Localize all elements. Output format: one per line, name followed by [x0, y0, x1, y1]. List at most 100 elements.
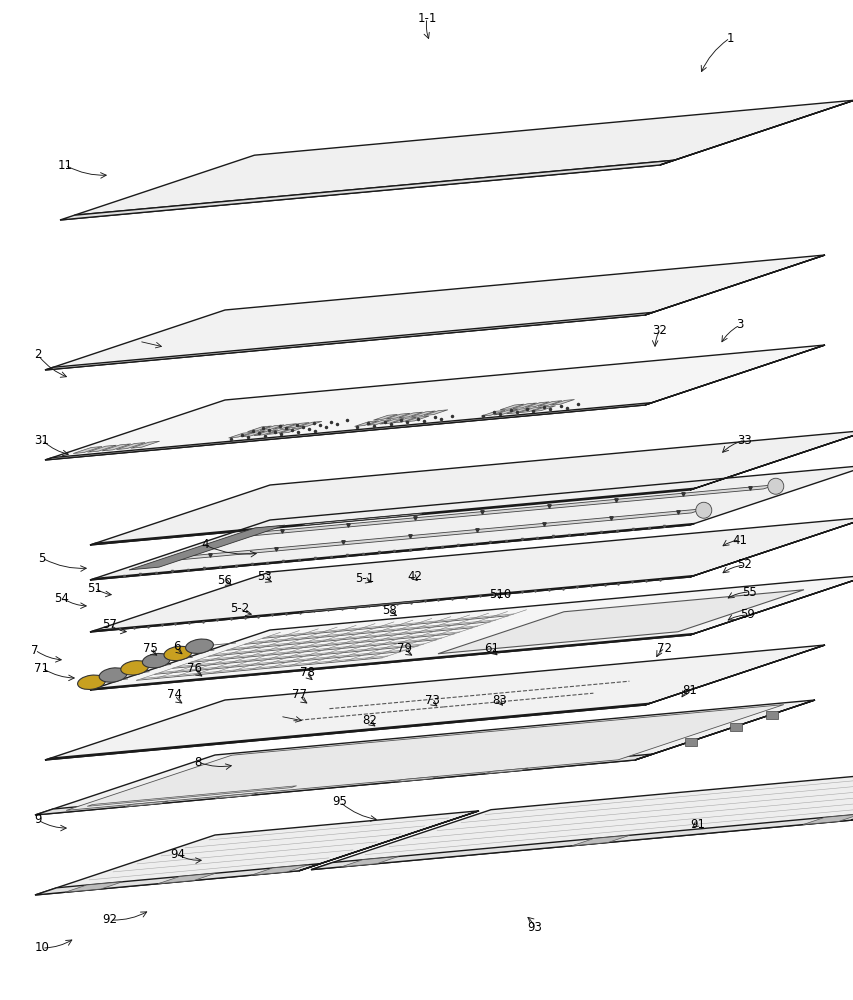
Polygon shape — [850, 760, 853, 820]
Text: 53: 53 — [258, 570, 272, 584]
Text: 1-1: 1-1 — [417, 12, 436, 25]
Polygon shape — [116, 443, 145, 450]
Polygon shape — [45, 345, 824, 460]
Polygon shape — [404, 416, 428, 422]
Ellipse shape — [99, 668, 127, 682]
Text: 7: 7 — [32, 644, 38, 656]
Text: 32: 32 — [652, 324, 667, 336]
Polygon shape — [506, 408, 530, 414]
Polygon shape — [35, 700, 814, 815]
Polygon shape — [266, 429, 290, 434]
Polygon shape — [310, 760, 853, 870]
Polygon shape — [158, 873, 215, 884]
Polygon shape — [689, 575, 853, 635]
Text: 10: 10 — [34, 941, 49, 954]
Polygon shape — [125, 801, 168, 807]
Polygon shape — [241, 431, 265, 437]
Text: 79: 79 — [397, 642, 412, 654]
Polygon shape — [299, 811, 479, 871]
Polygon shape — [45, 645, 824, 760]
Polygon shape — [392, 417, 416, 423]
Polygon shape — [299, 513, 425, 526]
Polygon shape — [485, 768, 528, 774]
Text: 91: 91 — [690, 818, 705, 831]
Polygon shape — [45, 403, 652, 460]
Text: 95: 95 — [332, 795, 347, 808]
Text: 71: 71 — [34, 662, 49, 674]
Ellipse shape — [120, 661, 148, 675]
Text: 77: 77 — [293, 688, 307, 702]
Ellipse shape — [142, 653, 170, 668]
Text: 94: 94 — [171, 848, 185, 861]
Ellipse shape — [78, 675, 105, 689]
Text: 6: 6 — [173, 641, 181, 654]
Circle shape — [695, 502, 711, 518]
Polygon shape — [60, 160, 674, 220]
Ellipse shape — [185, 639, 213, 653]
Text: 31: 31 — [34, 434, 49, 446]
Polygon shape — [74, 100, 853, 215]
Bar — [729, 723, 741, 731]
Polygon shape — [802, 814, 853, 825]
Text: 2: 2 — [34, 349, 42, 361]
Polygon shape — [169, 509, 703, 561]
Polygon shape — [90, 465, 853, 580]
Polygon shape — [395, 776, 438, 782]
Polygon shape — [500, 404, 524, 410]
Polygon shape — [73, 447, 102, 454]
Polygon shape — [438, 590, 803, 654]
Polygon shape — [689, 517, 853, 577]
Text: 83: 83 — [492, 694, 507, 706]
Polygon shape — [65, 882, 123, 892]
Polygon shape — [423, 410, 447, 415]
Text: 4: 4 — [201, 538, 208, 552]
Text: 56: 56 — [218, 574, 232, 586]
Text: 54: 54 — [55, 591, 69, 604]
Text: 11: 11 — [57, 159, 73, 172]
Text: 57: 57 — [102, 618, 118, 632]
Text: 73: 73 — [424, 694, 439, 706]
Polygon shape — [537, 401, 561, 406]
Polygon shape — [659, 100, 853, 165]
Polygon shape — [299, 600, 424, 613]
Polygon shape — [88, 445, 116, 452]
Text: 59: 59 — [740, 608, 755, 621]
Polygon shape — [260, 425, 284, 430]
Polygon shape — [90, 430, 853, 545]
Polygon shape — [247, 426, 271, 432]
Polygon shape — [367, 420, 391, 425]
Text: 81: 81 — [682, 684, 697, 696]
Polygon shape — [644, 645, 824, 705]
Text: 33: 33 — [737, 434, 751, 446]
Polygon shape — [398, 412, 422, 418]
Text: 51: 51 — [88, 582, 102, 594]
Polygon shape — [253, 430, 277, 436]
Text: 3: 3 — [735, 318, 743, 332]
Polygon shape — [354, 421, 378, 426]
Polygon shape — [90, 634, 693, 690]
Polygon shape — [67, 705, 783, 810]
Text: 82: 82 — [363, 714, 377, 726]
Polygon shape — [35, 754, 653, 815]
Polygon shape — [35, 864, 320, 895]
Text: 1: 1 — [725, 32, 733, 45]
Polygon shape — [45, 255, 824, 370]
Text: 92: 92 — [102, 913, 118, 926]
Polygon shape — [340, 856, 398, 867]
Polygon shape — [298, 421, 322, 427]
Polygon shape — [285, 423, 309, 428]
Text: 42: 42 — [407, 570, 422, 584]
Polygon shape — [373, 414, 397, 420]
Polygon shape — [90, 575, 853, 690]
Polygon shape — [102, 444, 131, 451]
Polygon shape — [90, 576, 693, 632]
Text: 5: 5 — [38, 552, 45, 564]
Text: 72: 72 — [657, 642, 671, 654]
Text: 76: 76 — [188, 662, 202, 674]
Polygon shape — [131, 441, 160, 448]
Polygon shape — [310, 813, 853, 870]
Polygon shape — [572, 835, 629, 846]
Polygon shape — [635, 700, 814, 760]
Circle shape — [767, 478, 783, 494]
Polygon shape — [493, 409, 517, 415]
